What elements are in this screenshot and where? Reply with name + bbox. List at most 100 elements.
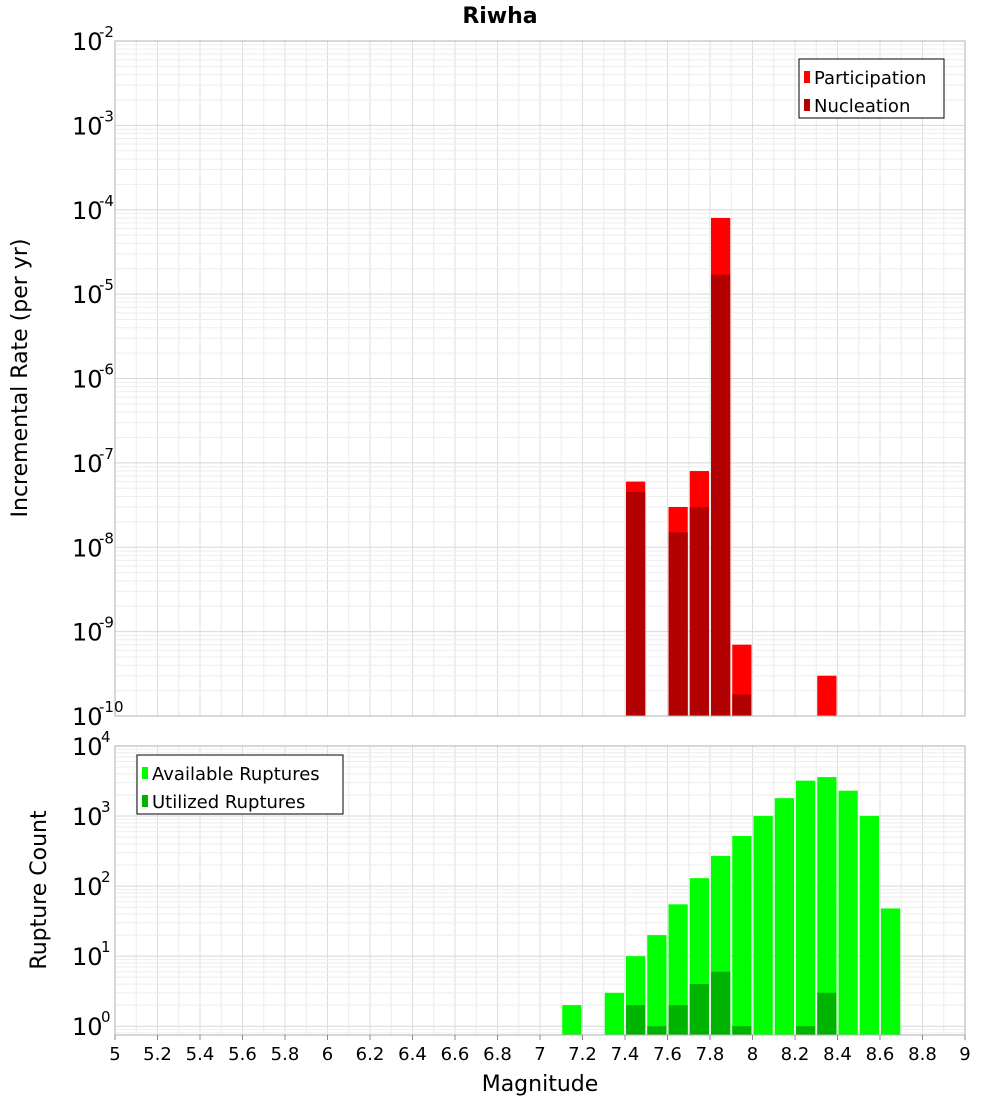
bottom-y-tick-label: 102 — [72, 868, 111, 901]
x-tick-label: 5.4 — [186, 1044, 215, 1065]
x-tick-label: 5.2 — [143, 1044, 172, 1065]
x-axis-title: Magnitude — [482, 1072, 599, 1097]
top-y-tick-label: 10-9 — [72, 614, 114, 647]
bottom-y-tick-label: 100 — [72, 1008, 111, 1041]
available-ruptures-bar — [732, 835, 752, 1035]
top-y-tick-base: 10 — [72, 112, 103, 140]
available-ruptures-bar — [859, 816, 879, 1035]
legend-label: Participation — [814, 68, 926, 89]
bottom-y-tick-label: 103 — [72, 798, 111, 831]
x-tick-label: 7 — [534, 1044, 545, 1065]
bottom-y-tick-label: 101 — [72, 938, 111, 971]
top-y-tick-label: 10-2 — [72, 23, 114, 56]
utilized-ruptures-bars — [626, 971, 837, 1035]
legend-label: Utilized Ruptures — [152, 792, 305, 813]
top-y-tick-exp: -6 — [99, 361, 114, 379]
legend-swatch — [142, 795, 148, 807]
top-y-tick-base: 10 — [72, 703, 103, 731]
top-y-tick-base: 10 — [72, 197, 103, 225]
x-tick-label: 5.8 — [271, 1044, 300, 1065]
top-y-tick-exp: -5 — [99, 276, 114, 294]
top-y-tick-label: 10-6 — [72, 361, 114, 394]
utilized-ruptures-bar — [732, 1026, 752, 1035]
x-tick-label: 5.6 — [228, 1044, 257, 1065]
top-y-tick-label: 10-5 — [72, 276, 114, 309]
bottom-y-tick-exp: 2 — [101, 868, 111, 886]
x-tick-label: 6.6 — [441, 1044, 470, 1065]
x-tick-label: 6.8 — [483, 1044, 512, 1065]
bottom-y-tick-base: 10 — [72, 943, 103, 971]
available-ruptures-bar — [647, 935, 667, 1035]
top-y-tick-label: 10-8 — [72, 529, 114, 562]
bottom-y-tick-exp: 1 — [101, 938, 111, 956]
x-tick-label: 6 — [322, 1044, 333, 1065]
x-tick-label: 6.2 — [356, 1044, 385, 1065]
bottom-y-tick-exp: 4 — [101, 728, 111, 746]
top-y-tick-base: 10 — [72, 534, 103, 562]
x-tick-label: 8 — [747, 1044, 758, 1065]
bottom-legend: Available Ruptures Utilized Ruptures — [136, 754, 344, 815]
bottom-y-tick-exp: 3 — [101, 798, 111, 816]
top-legend: Participation Nucleation — [798, 58, 945, 119]
nucleation-bar — [626, 492, 646, 716]
top-y-tick-exp: -4 — [99, 192, 114, 210]
top-y-tick-label: 10-10 — [72, 698, 124, 731]
top-y-tick-base: 10 — [72, 366, 103, 394]
bottom-y-tick-base: 10 — [72, 733, 103, 761]
available-ruptures-bar — [562, 1005, 582, 1035]
legend-swatch — [804, 99, 810, 111]
nucleation-bars — [626, 274, 752, 716]
available-ruptures-bar — [604, 992, 624, 1035]
utilized-ruptures-bar — [817, 992, 837, 1035]
top-y-tick-exp: -9 — [99, 614, 114, 632]
available-ruptures-bar — [796, 780, 816, 1035]
x-tick-label: 8.6 — [866, 1044, 895, 1065]
nucleation-bar — [711, 274, 731, 716]
nucleation-bar — [668, 532, 688, 716]
bottom-y-tick-label: 104 — [72, 728, 111, 761]
x-tick-label: 8.4 — [823, 1044, 852, 1065]
top-plot-frame — [114, 40, 966, 717]
top-y-tick-exp: -10 — [99, 698, 124, 716]
legend-label: Available Ruptures — [152, 764, 320, 785]
x-tick-label: 6.4 — [398, 1044, 427, 1065]
nucleation-bar — [732, 694, 752, 716]
x-tick-label: 8.2 — [781, 1044, 810, 1065]
top-y-tick-label: 10-3 — [72, 107, 114, 140]
x-tick-label: 7.8 — [696, 1044, 725, 1065]
available-ruptures-bar — [774, 798, 794, 1035]
x-tick-label: 5 — [109, 1044, 120, 1065]
utilized-ruptures-bar — [711, 971, 731, 1035]
available-ruptures-bar — [817, 777, 837, 1035]
available-ruptures-bar — [881, 908, 901, 1035]
legend-swatch — [142, 767, 148, 779]
x-tick-label: 7.2 — [568, 1044, 597, 1065]
top-y-tick-label: 10-4 — [72, 192, 114, 225]
top-y-tick-base: 10 — [72, 619, 103, 647]
available-ruptures-bar — [668, 904, 688, 1035]
utilized-ruptures-bar — [647, 1026, 667, 1035]
participation-bar — [817, 675, 837, 716]
top-y-tick-base: 10 — [72, 28, 103, 56]
bottom-y-tick-base: 10 — [72, 873, 103, 901]
utilized-ruptures-bar — [689, 984, 709, 1035]
available-ruptures-bar — [753, 816, 773, 1035]
top-y-tick-base: 10 — [72, 281, 103, 309]
legend-swatch — [804, 71, 810, 83]
utilized-ruptures-bar — [796, 1026, 816, 1035]
bottom-y-tick-exp: 0 — [101, 1008, 111, 1026]
top-y-axis-title: Incremental Rate (per yr) — [8, 239, 33, 518]
top-y-tick-exp: -8 — [99, 529, 114, 547]
x-tick-label: 7.6 — [653, 1044, 682, 1065]
x-tick-label: 9 — [959, 1044, 970, 1065]
nucleation-bar — [689, 506, 709, 716]
top-y-tick-exp: -3 — [99, 107, 114, 125]
top-y-tick-exp: -7 — [99, 445, 114, 463]
legend-label: Nucleation — [814, 96, 910, 117]
top-y-tick-label: 10-7 — [72, 445, 114, 478]
top-y-tick-base: 10 — [72, 450, 103, 478]
utilized-ruptures-bar — [668, 1005, 688, 1035]
available-ruptures-bar — [838, 790, 858, 1035]
